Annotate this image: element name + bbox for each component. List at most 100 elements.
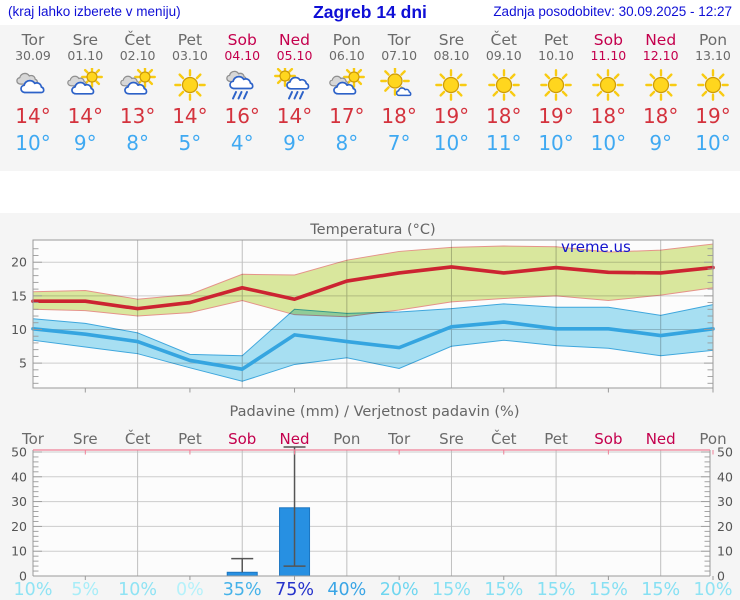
min-temp: 5° [178,131,202,155]
sun-ray [596,90,603,97]
forecast-day-column[interactable]: Sre 01.10 14° 9° [59,25,111,155]
sun-ray [492,90,499,97]
sun-ray [457,73,463,80]
sun-ray [345,68,351,74]
rain-drop [243,91,249,100]
max-temp: 18° [642,104,679,128]
forecast-day-column[interactable]: Sob 11.10 18° 10° [582,25,634,155]
rain-drop [237,91,243,100]
forecast-day-column[interactable]: Tor 07.10 18° 7° [373,25,425,155]
day-date-label: 05.10 [276,48,313,63]
day-name-label: Čet [124,31,151,49]
max-temp: 17° [329,104,365,128]
day-date-label: 04.10 [224,48,261,63]
rain-drop [287,91,293,100]
sun-ray [178,73,185,80]
day-date-label: 10.10 [538,48,574,63]
cloud-shape [285,76,309,90]
sunny-icon [540,69,572,101]
min-temp: 10° [433,131,470,155]
forecast-day-column[interactable]: Sob 04.10 16° 4° [216,25,268,155]
min-temp: 8° [126,131,149,155]
sun-cloud-icon [380,66,412,97]
day-date-label: 11.10 [590,48,627,63]
sun-ray [95,80,101,86]
sun-ray [439,90,446,97]
sun-ray [701,90,708,97]
day-date-label: 13.10 [695,48,731,63]
forecast-day-column[interactable]: Tor 30.09 14° 10° [7,25,59,155]
rain-drop [293,91,299,100]
weather-icon-wrap [478,68,530,102]
sun-ray [384,70,390,76]
max-temp: 14° [67,104,104,128]
sun-disc [443,76,460,94]
sun-ray [84,68,89,74]
sunny-icon [174,69,206,101]
forecast-day-column[interactable]: Pon 06.10 17° 8° [321,25,373,155]
day-date-label: 02.10 [119,48,156,63]
sun-disc [139,71,151,83]
min-temp: 8° [335,131,359,155]
min-temp: 9° [649,131,673,155]
sun-ray [195,73,202,80]
sun-disc [181,76,199,94]
forecast-day-column[interactable]: Pon 13.10 19° 10° [687,25,739,155]
max-temp: 14° [276,104,313,128]
day-name-label: Ned [279,31,311,49]
sun-ray [561,73,568,80]
forecast-day-column[interactable]: Ned 12.10 18° 9° [635,25,687,155]
forecast-day-column[interactable]: Sre 08.10 19° 10° [425,25,477,155]
rain-drop [298,91,304,100]
min-temp: 9° [283,131,306,155]
forecast-strip: Tor 30.09 14° 10° Sre 01.10 14° 9° Čet 02.10 13° 8°… [0,25,740,171]
sun-ray [95,68,101,74]
sun-disc [86,71,98,83]
day-name-label: Pon [698,31,728,49]
weather-icon-wrap [687,68,739,102]
day-date-label: 06.10 [328,48,365,63]
day-date-label: 07.10 [381,48,418,63]
forecast-day-column[interactable]: Pet 10.10 19° 10° [530,25,582,155]
min-temp: 9° [73,131,97,155]
sunny-icon [435,69,468,101]
last-updated: Zadnja posodobitev: 30.09.2025 - 12:27 [493,4,732,19]
forecast-day-column[interactable]: Ned 05.10 14° 9° [269,25,321,155]
sun-ray [666,73,673,80]
max-temp: 19° [433,104,470,128]
cloud-shape [396,87,412,97]
sun-ray [561,90,568,97]
vreme-us-link[interactable]: vreme.us [561,238,631,256]
weather-icon-wrap [425,68,477,102]
weather-icon-wrap [582,68,634,102]
sun-ray [384,86,390,92]
cloud-shape [123,81,147,95]
day-name-label: Sob [227,31,257,49]
page-title: Zagreb 14 dni [313,2,427,22]
forecast-day-column[interactable]: Pet 03.10 14° 5° [164,25,216,155]
sun-ray [178,90,185,97]
sun-ray [457,90,463,97]
day-name-label: Tor [387,31,411,49]
sun-disc [387,73,403,89]
max-temp: 13° [119,104,156,128]
sun-ray [509,73,516,80]
day-date-label: 12.10 [642,48,679,63]
cloud-shape [20,79,45,94]
cloud-shape [229,75,254,90]
sun-disc [704,76,722,94]
forecast-day-column[interactable]: Čet 02.10 13° 8° [112,25,164,155]
sun-ray [614,73,620,80]
weather-icon-wrap [7,68,59,102]
sun-ray [718,73,725,80]
day-name-label: Ned [645,31,677,49]
weather-icon-wrap [112,66,164,102]
location-hint: (kraj lahko izberete v meniju) [8,4,181,19]
sun-disc [348,71,360,83]
sun-disc [652,76,669,94]
sun-ray [596,73,603,80]
sun-ray [718,90,725,97]
cloudy-icon [16,72,45,94]
forecast-day-column[interactable]: Čet 09.10 18° 11° [478,25,530,155]
weather-icon-wrap [635,68,687,102]
